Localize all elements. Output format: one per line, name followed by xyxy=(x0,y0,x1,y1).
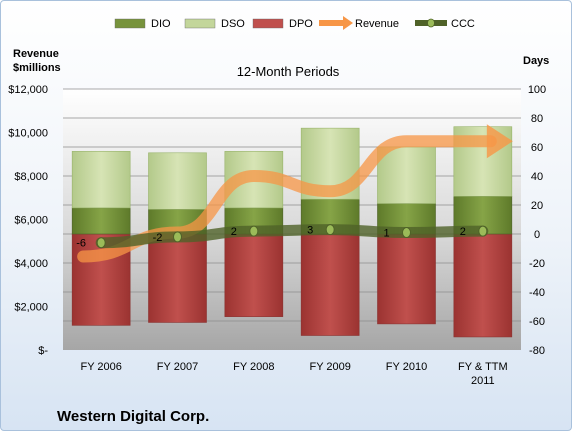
legend-label: DIO xyxy=(151,18,171,30)
bar-dio xyxy=(71,207,131,235)
ccc-data-label: 2 xyxy=(231,226,237,238)
ccc-data-label: 1 xyxy=(383,228,389,240)
x-tick-label: FY 2010 xyxy=(386,361,427,373)
right-tick-label: 40 xyxy=(531,171,543,183)
legend-label: DPO xyxy=(289,18,313,30)
ccc-marker xyxy=(249,225,259,237)
x-tick-label: FY 2007 xyxy=(157,361,198,373)
x-axis-ticks: FY 2006 FY 2007 FY 2008 FY 2009 FY 2010 FY & … xyxy=(80,361,507,387)
bar-dso xyxy=(148,152,207,210)
left-tick-label: $- xyxy=(38,345,48,357)
ccc-marker xyxy=(173,231,182,243)
right-tick-label: 20 xyxy=(531,200,543,212)
legend-swatch-dso xyxy=(184,18,216,29)
x-tick-label: FY 2008 xyxy=(233,361,274,373)
plot-area xyxy=(63,89,521,350)
ccc-marker xyxy=(325,224,335,236)
right-axis-label: Days xyxy=(523,55,549,67)
bar-dpo xyxy=(148,233,207,323)
ccc-data-label: -6 xyxy=(76,238,86,250)
bar-dpo xyxy=(300,233,360,336)
x-tick-label: FY & TTM xyxy=(458,361,508,373)
x-tick-label: FY 2006 xyxy=(80,361,121,373)
left-tick-label: $6,000 xyxy=(14,215,48,227)
chart-title: 12-Month Periods xyxy=(237,64,340,79)
right-tick-label: 100 xyxy=(528,84,546,96)
legend-swatch-dio xyxy=(114,18,146,29)
right-tick-label: 0 xyxy=(534,229,540,241)
right-tick-label: -20 xyxy=(529,258,545,270)
bar-dpo xyxy=(377,233,436,325)
bar-dpo xyxy=(453,233,513,338)
bar-dso xyxy=(377,146,436,204)
right-tick-label: -60 xyxy=(529,316,545,328)
legend-swatch-dpo xyxy=(252,18,284,29)
left-tick-label: $10,000 xyxy=(8,128,48,140)
company-name: Western Digital Corp. xyxy=(57,408,209,425)
left-axis-ticks: $- $2,000 $4,000 $6,000 $8,000 $10,000 $12,000 xyxy=(8,84,48,357)
right-axis-ticks: -80 -60 -40 -20 0 20 40 60 80 100 xyxy=(528,84,546,357)
bar-dpo xyxy=(224,233,284,317)
bars xyxy=(71,126,513,338)
legend-swatch-revenue-head xyxy=(343,16,353,30)
legend-marker-ccc xyxy=(427,18,435,28)
legend: DIO DSO DPO Revenue CCC xyxy=(114,16,475,30)
right-tick-label: 80 xyxy=(531,113,543,125)
left-tick-label: $8,000 xyxy=(14,171,48,183)
revenue-arrowhead xyxy=(486,124,513,159)
legend-label: Revenue xyxy=(355,18,399,30)
left-tick-label: $4,000 xyxy=(14,258,48,270)
left-tick-label: $2,000 xyxy=(14,302,48,314)
right-tick-label: -40 xyxy=(529,287,545,299)
left-axis-label-line1: Revenue xyxy=(13,48,59,60)
bar-dso xyxy=(71,151,131,209)
ccc-data-label: 2 xyxy=(460,226,466,238)
right-tick-label: 60 xyxy=(531,142,543,154)
legend-label: CCC xyxy=(451,18,475,30)
ccc-data-label: 3 xyxy=(307,225,313,237)
right-tick-label: -80 xyxy=(529,345,545,357)
ccc-data-label: -2 xyxy=(153,232,163,244)
x-tick-label: FY 2009 xyxy=(309,361,350,373)
left-axis-label-line2: $millions xyxy=(13,62,61,74)
ccc-marker xyxy=(478,225,488,237)
x-tick-label-cont: 2011 xyxy=(471,375,495,387)
ccc-marker xyxy=(402,227,411,239)
ccc-line: -6 -2 2 3 1 2 xyxy=(76,224,489,250)
legend-label: DSO xyxy=(221,18,245,30)
left-tick-label: $12,000 xyxy=(8,84,48,96)
ccc-line-path xyxy=(95,224,489,249)
ccc-marker xyxy=(96,237,106,249)
